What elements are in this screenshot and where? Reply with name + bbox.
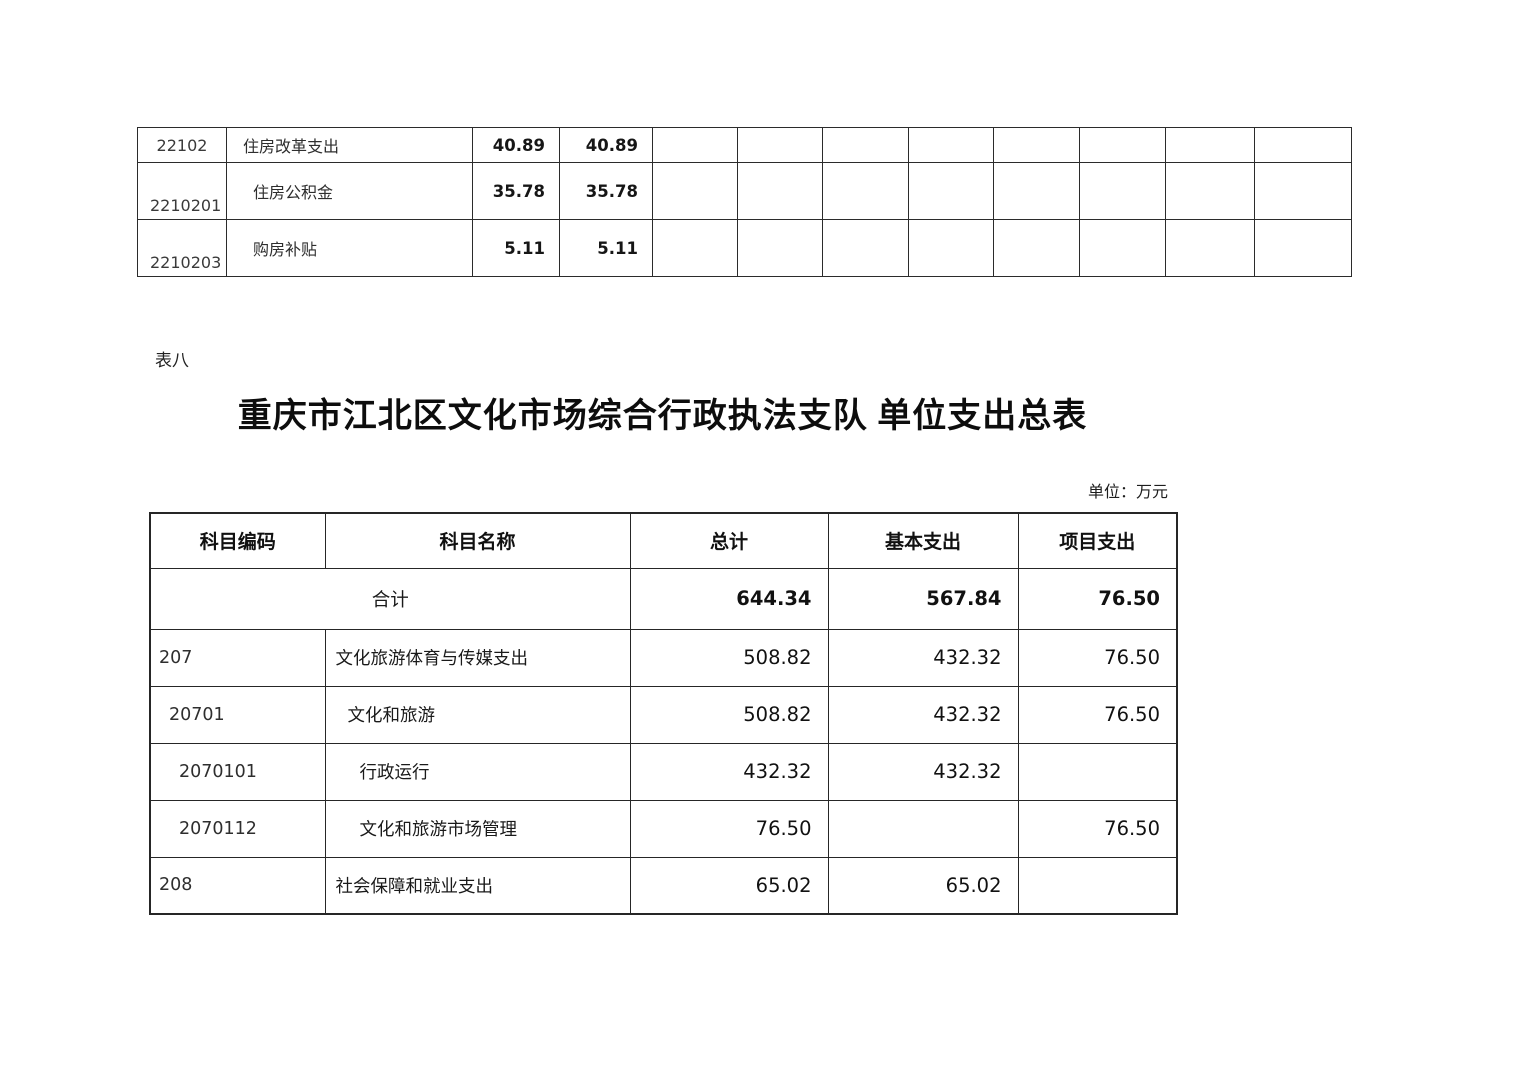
subject-code-cell: 208 <box>149 856 326 915</box>
project-value-cell: 76.50 <box>1017 685 1178 744</box>
column-header-name: 科目名称 <box>324 512 631 569</box>
project-value-cell: 76.50 <box>1017 799 1178 858</box>
basic-value-cell: 432.32 <box>827 628 1019 687</box>
empty-cell <box>737 219 823 277</box>
project-value-cell: 76.50 <box>1017 567 1178 630</box>
empty-cell <box>1079 219 1166 277</box>
empty-cell <box>1079 127 1166 163</box>
table-row: 207 文化旅游体育与传媒支出 508.82 432.32 76.50 <box>149 628 1178 687</box>
table-row: 2210203 购房补贴 5.11 5.11 <box>137 219 1352 277</box>
project-value-cell <box>1017 856 1178 915</box>
basic-value-cell: 432.32 <box>827 742 1019 801</box>
subject-name-cell: 社会保障和就业支出 <box>324 856 631 915</box>
empty-cell <box>993 219 1080 277</box>
empty-cell <box>993 127 1080 163</box>
column-header-code: 科目编码 <box>149 512 326 569</box>
total-value-cell: 432.32 <box>629 742 829 801</box>
page-title: 重庆市江北区文化市场综合行政执法支队 单位支出总表 <box>237 398 1088 435</box>
total-value-cell: 65.02 <box>629 856 829 915</box>
subject-code-cell: 22102 <box>137 127 227 163</box>
subject-code-cell: 2070112 <box>149 799 326 858</box>
total-value-cell: 508.82 <box>629 628 829 687</box>
table-row: 22102 住房改革支出 40.89 40.89 <box>137 127 1352 163</box>
column-header-basic: 基本支出 <box>827 512 1019 569</box>
total-value-cell: 508.82 <box>629 685 829 744</box>
subject-name-cell: 文化和旅游 <box>324 685 631 744</box>
total-value-cell: 644.34 <box>629 567 829 630</box>
subject-code-cell: 2210203 <box>137 219 227 277</box>
empty-cell <box>993 162 1080 220</box>
expenditure-summary-table: 科目编码 科目名称 总计 基本支出 项目支出 合计 644.34 567.84 … <box>149 512 1178 915</box>
empty-cell <box>908 162 994 220</box>
subject-code-cell: 207 <box>149 628 326 687</box>
subject-code-cell: 2210201 <box>137 162 227 220</box>
unit-note: 单位：万元 <box>1087 484 1168 501</box>
empty-cell <box>822 162 909 220</box>
total-label-cell: 合计 <box>149 567 631 630</box>
subject-name-cell: 行政运行 <box>324 742 631 801</box>
basic-value-cell: 65.02 <box>827 856 1019 915</box>
total-value-cell: 40.89 <box>472 127 560 163</box>
empty-cell <box>1254 219 1352 277</box>
empty-cell <box>908 219 994 277</box>
empty-cell <box>1254 127 1352 163</box>
continuation-table: 22102 住房改革支出 40.89 40.89 2210201 住房公积金 3… <box>137 127 1352 277</box>
project-value-cell <box>1017 742 1178 801</box>
empty-cell <box>822 127 909 163</box>
total-value-cell: 5.11 <box>472 219 560 277</box>
empty-cell <box>737 127 823 163</box>
subject-name-cell: 文化旅游体育与传媒支出 <box>324 628 631 687</box>
empty-cell <box>1165 219 1255 277</box>
basic-value-cell <box>827 799 1019 858</box>
subject-code-cell: 20701 <box>149 685 326 744</box>
subject-name-cell: 购房补贴 <box>226 219 473 277</box>
empty-cell <box>652 162 738 220</box>
subject-name-cell: 住房公积金 <box>226 162 473 220</box>
total-value-cell: 76.50 <box>629 799 829 858</box>
empty-cell <box>737 162 823 220</box>
table-row: 2070101 行政运行 432.32 432.32 <box>149 742 1178 801</box>
basic-value-cell: 5.11 <box>559 219 653 277</box>
subject-name-cell: 住房改革支出 <box>226 127 473 163</box>
empty-cell <box>652 127 738 163</box>
total-value-cell: 35.78 <box>472 162 560 220</box>
empty-cell <box>1254 162 1352 220</box>
basic-value-cell: 35.78 <box>559 162 653 220</box>
empty-cell <box>1165 162 1255 220</box>
basic-value-cell: 432.32 <box>827 685 1019 744</box>
empty-cell <box>822 219 909 277</box>
project-value-cell: 76.50 <box>1017 628 1178 687</box>
basic-value-cell: 40.89 <box>559 127 653 163</box>
column-header-project: 项目支出 <box>1017 512 1178 569</box>
empty-cell <box>1165 127 1255 163</box>
empty-cell <box>652 219 738 277</box>
column-header-total: 总计 <box>629 512 829 569</box>
empty-cell <box>1079 162 1166 220</box>
table-number-label: 表八 <box>155 351 189 370</box>
table-header-row: 科目编码 科目名称 总计 基本支出 项目支出 <box>149 512 1178 569</box>
table-row: 20701 文化和旅游 508.82 432.32 76.50 <box>149 685 1178 744</box>
table-row: 208 社会保障和就业支出 65.02 65.02 <box>149 856 1178 915</box>
grand-total-row: 合计 644.34 567.84 76.50 <box>149 567 1178 630</box>
subject-code-cell: 2070101 <box>149 742 326 801</box>
subject-name-cell: 文化和旅游市场管理 <box>324 799 631 858</box>
empty-cell <box>908 127 994 163</box>
table-row: 2070112 文化和旅游市场管理 76.50 76.50 <box>149 799 1178 858</box>
basic-value-cell: 567.84 <box>827 567 1019 630</box>
table-row: 2210201 住房公积金 35.78 35.78 <box>137 162 1352 220</box>
